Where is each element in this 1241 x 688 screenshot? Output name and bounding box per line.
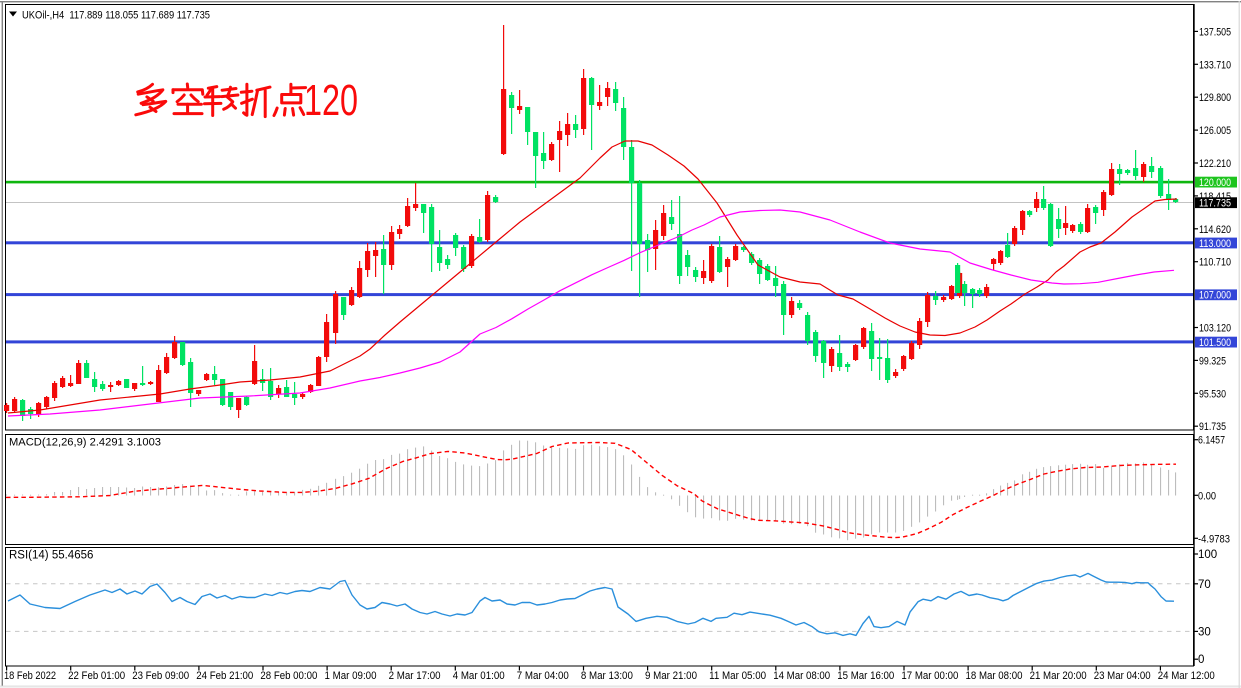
svg-text:7 Mar 04:00: 7 Mar 04:00 [517,670,569,682]
svg-text:21 Mar 20:00: 21 Mar 20:00 [1030,670,1087,682]
svg-text:23 Feb 09:00: 23 Feb 09:00 [132,670,189,682]
svg-text:24 Feb 21:00: 24 Feb 21:00 [196,670,253,682]
svg-text:30: 30 [1198,626,1211,638]
svg-text:126.005: 126.005 [1199,125,1231,137]
svg-text:18 Mar 08:00: 18 Mar 08:00 [966,670,1023,682]
svg-text:17 Mar 00:00: 17 Mar 00:00 [901,670,958,682]
svg-text:UKOil-,H4 117.889 118.055 117: UKOil-,H4 117.889 118.055 117.689 117.73… [22,10,210,22]
svg-text:11 Mar 05:00: 11 Mar 05:00 [709,670,766,682]
svg-text:2 Mar 17:00: 2 Mar 17:00 [389,670,441,682]
svg-text:14 Mar 08:00: 14 Mar 08:00 [773,670,830,682]
svg-text:15 Mar 16:00: 15 Mar 16:00 [837,670,894,682]
svg-text:101.500: 101.500 [1199,337,1231,349]
svg-text:0: 0 [1198,654,1204,666]
svg-text:24 Mar 12:00: 24 Mar 12:00 [1158,670,1215,682]
svg-text:22 Feb 01:00: 22 Feb 01:00 [68,670,125,682]
svg-text:MACD(12,26,9) 2.4291 3.1003: MACD(12,26,9) 2.4291 3.1003 [9,437,161,449]
svg-text:120: 120 [304,76,358,125]
svg-text:120.000: 120.000 [1199,177,1231,189]
svg-text:117.735: 117.735 [1199,198,1231,210]
svg-text:114.620: 114.620 [1199,224,1231,236]
svg-text:6.1457: 6.1457 [1198,435,1225,447]
svg-text:95.530: 95.530 [1199,388,1226,400]
svg-text:129.800: 129.800 [1199,92,1231,104]
svg-text:100: 100 [1198,549,1217,561]
svg-text:23 Mar 04:00: 23 Mar 04:00 [1094,670,1151,682]
svg-text:0.00: 0.00 [1198,490,1216,502]
svg-text:8 Mar 13:00: 8 Mar 13:00 [581,670,633,682]
svg-text:4 Mar 01:00: 4 Mar 01:00 [453,670,505,682]
svg-text:28 Feb 00:00: 28 Feb 00:00 [260,670,317,682]
svg-text:133.710: 133.710 [1199,59,1231,71]
svg-text:110.710: 110.710 [1199,257,1231,269]
svg-text:99.325: 99.325 [1199,355,1226,367]
svg-text:103.120: 103.120 [1199,323,1231,335]
svg-text:122.210: 122.210 [1199,158,1231,170]
svg-text:137.505: 137.505 [1199,26,1231,38]
svg-text:70: 70 [1198,579,1211,591]
svg-text:18 Feb 2022: 18 Feb 2022 [4,670,56,682]
svg-text:91.735: 91.735 [1199,421,1226,433]
svg-text:RSI(14) 55.4656: RSI(14) 55.4656 [9,550,93,562]
svg-text:113.000: 113.000 [1199,238,1231,250]
svg-text:1 Mar 09:00: 1 Mar 09:00 [325,670,377,682]
svg-text:9 Mar 21:00: 9 Mar 21:00 [645,670,697,682]
svg-text:-4.9783: -4.9783 [1198,533,1230,545]
svg-text:107.000: 107.000 [1199,290,1231,302]
